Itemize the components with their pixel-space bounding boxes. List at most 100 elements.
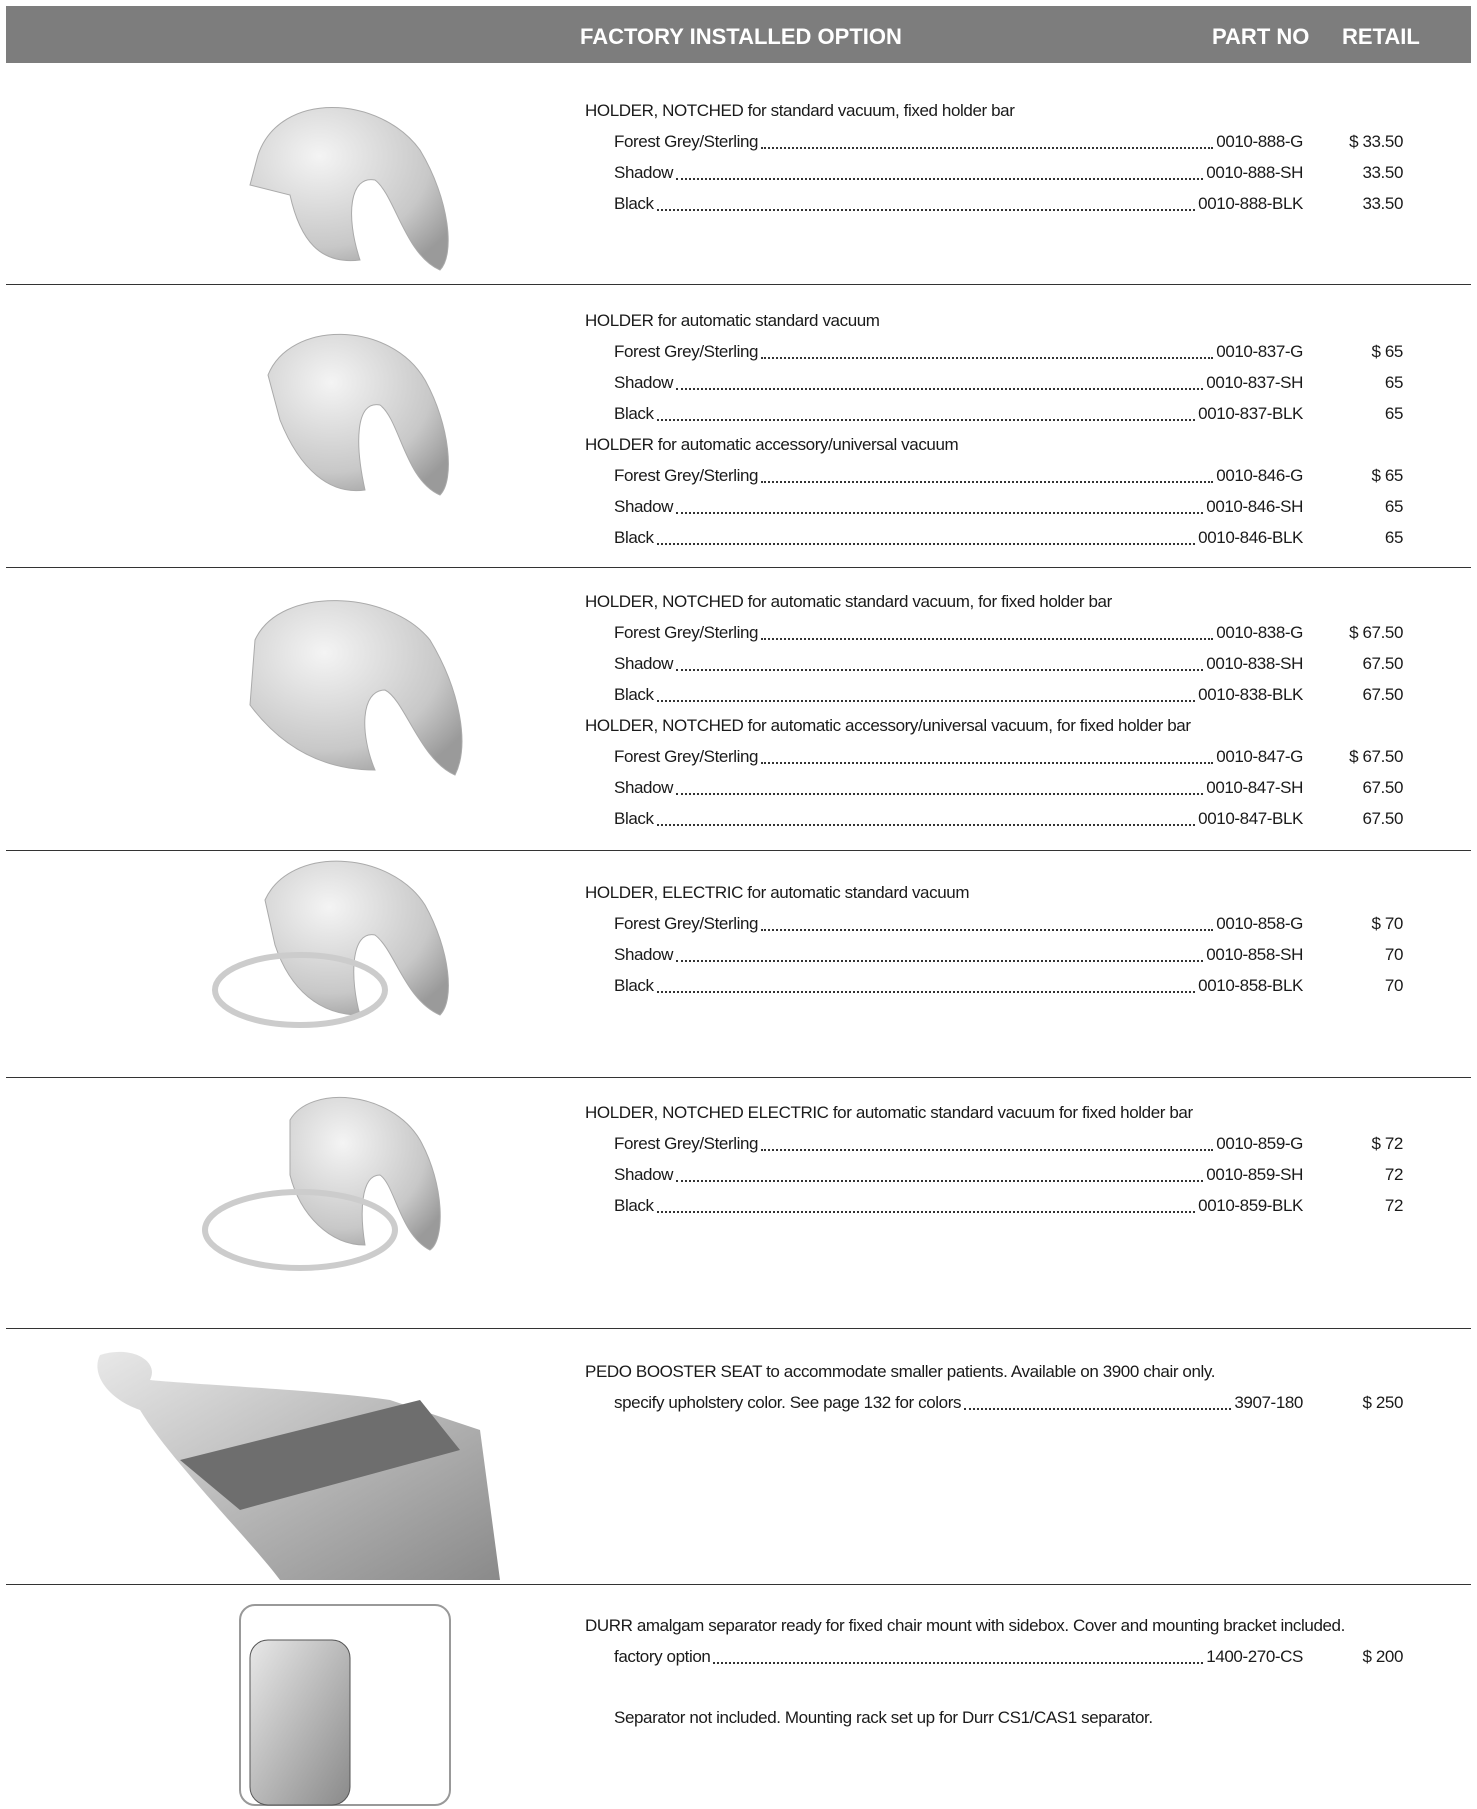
item-name: Forest Grey/Sterling	[614, 747, 759, 766]
group-heading-row: HOLDER, NOTCHED for automatic accessory/…	[585, 710, 1403, 741]
item-row: factory option 1400-270-CS $ 200	[585, 1641, 1403, 1672]
separator-image	[239, 1604, 451, 1806]
part-number: 0010-846-SH	[1206, 497, 1303, 516]
price: 67.50	[1362, 654, 1403, 673]
item-row: Forest Grey/Sterling 0010-847-G $ 67.50	[585, 741, 1403, 772]
dot-leader	[676, 959, 1204, 962]
item-row: Shadow 0010-859-SH 72	[585, 1159, 1403, 1190]
header-part-no: PART NO	[1212, 24, 1310, 49]
item-name: Black	[614, 404, 654, 423]
dot-leader	[761, 637, 1214, 640]
item-row: Black 0010-859-BLK 72	[585, 1190, 1403, 1221]
price: $ 70	[1371, 914, 1404, 933]
section: HOLDER, NOTCHED for standard vacuum, fix…	[585, 95, 1403, 219]
price: 67.50	[1362, 809, 1403, 828]
dot-leader	[656, 418, 1196, 421]
dot-leader	[964, 1407, 1232, 1410]
section: PEDO BOOSTER SEAT to accommodate smaller…	[585, 1356, 1403, 1418]
group-heading-row: HOLDER, ELECTRIC for automatic standard …	[585, 877, 1403, 908]
item-row: Forest Grey/Sterling 0010-888-G $ 33.50	[585, 126, 1403, 157]
item-name: Forest Grey/Sterling	[614, 466, 759, 485]
price: 65	[1384, 497, 1404, 516]
group-heading: DURR amalgam separator ready for fixed c…	[585, 1616, 1345, 1635]
dot-leader	[761, 356, 1214, 359]
item-name: Shadow	[614, 163, 674, 182]
part-number: 0010-846-BLK	[1198, 528, 1303, 547]
price: 70	[1384, 945, 1404, 964]
group-heading-row: HOLDER, NOTCHED for standard vacuum, fix…	[585, 95, 1403, 126]
item-row: Shadow 0010-838-SH 67.50	[585, 648, 1403, 679]
separator	[6, 850, 1471, 851]
dot-leader	[656, 208, 1196, 211]
dot-leader	[761, 480, 1214, 483]
price: 72	[1384, 1165, 1404, 1184]
item-row: Forest Grey/Sterling 0010-838-G $ 67.50	[585, 617, 1403, 648]
price: 67.50	[1362, 778, 1403, 797]
section: HOLDER for automatic standard vacuum Fore…	[585, 305, 1403, 553]
price: $ 250	[1362, 1393, 1403, 1412]
group-heading-row: HOLDER for automatic accessory/universal…	[585, 429, 1403, 460]
item-row: Black 0010-888-BLK 33.50	[585, 188, 1403, 219]
item-row: Black 0010-847-BLK 67.50	[585, 803, 1403, 834]
dot-leader	[676, 177, 1204, 180]
item-name: Black	[614, 194, 654, 213]
price: 33.50	[1362, 163, 1403, 182]
dot-leader	[656, 542, 1196, 545]
price: $ 65	[1371, 466, 1404, 485]
holder-image	[212, 860, 449, 1028]
holder-image	[202, 1096, 441, 1271]
item-name: Forest Grey/Sterling	[614, 132, 759, 151]
part-number: 0010-838-G	[1216, 623, 1303, 642]
part-number: 0010-888-BLK	[1198, 194, 1303, 213]
item-name: Black	[614, 976, 654, 995]
price: $ 65	[1371, 342, 1404, 361]
part-number: 0010-858-G	[1216, 914, 1303, 933]
item-row: specify upholstery color. See page 132 f…	[585, 1387, 1403, 1418]
item-row: Black 0010-846-BLK 65	[585, 522, 1403, 553]
group-heading: HOLDER for automatic accessory/universal…	[585, 435, 959, 454]
item-row: Forest Grey/Sterling 0010-858-G $ 70	[585, 908, 1403, 939]
item-row: Black 0010-838-BLK 67.50	[585, 679, 1403, 710]
item-row: Forest Grey/Sterling 0010-846-G $ 65	[585, 460, 1403, 491]
dot-leader	[676, 387, 1204, 390]
price: 65	[1384, 404, 1404, 423]
part-number: 0010-847-BLK	[1198, 809, 1303, 828]
dot-leader	[761, 146, 1214, 149]
dot-leader	[761, 1148, 1214, 1151]
item-name: Shadow	[614, 497, 674, 516]
item-row: Black 0010-858-BLK 70	[585, 970, 1403, 1001]
section: DURR amalgam separator ready for fixed c…	[585, 1610, 1403, 1733]
price: 33.50	[1362, 194, 1403, 213]
dot-leader	[713, 1661, 1204, 1664]
header-retail: RETAIL	[1342, 24, 1420, 49]
price: $ 33.50	[1349, 132, 1403, 151]
part-number: 0010-859-G	[1216, 1134, 1303, 1153]
note: Separator not included. Mounting rack se…	[614, 1708, 1153, 1727]
group-heading: HOLDER, NOTCHED ELECTRIC for automatic s…	[585, 1103, 1193, 1122]
price: 65	[1384, 373, 1404, 392]
item-name: specify upholstery color. See page 132 f…	[614, 1393, 962, 1412]
group-heading-row: HOLDER, NOTCHED ELECTRIC for automatic s…	[585, 1097, 1403, 1128]
item-name: Shadow	[614, 373, 674, 392]
item-name: factory option	[614, 1647, 711, 1666]
section: HOLDER, ELECTRIC for automatic standard …	[585, 877, 1403, 1001]
dot-leader	[676, 792, 1204, 795]
price: $ 200	[1362, 1647, 1403, 1666]
header-bar: FACTORY INSTALLED OPTION PART NO RETAIL	[6, 6, 1471, 63]
dot-leader	[676, 511, 1204, 514]
item-row: Shadow 0010-858-SH 70	[585, 939, 1403, 970]
item-name: Black	[614, 809, 654, 828]
item-name: Black	[614, 685, 654, 704]
item-name: Forest Grey/Sterling	[614, 342, 759, 361]
item-name: Shadow	[614, 654, 674, 673]
item-row: Black 0010-837-BLK 65	[585, 398, 1403, 429]
separator	[6, 284, 1471, 285]
separator	[6, 1584, 1471, 1585]
price: 70	[1384, 976, 1404, 995]
dot-leader	[676, 1179, 1204, 1182]
item-name: Black	[614, 528, 654, 547]
group-heading: HOLDER, NOTCHED for automatic accessory/…	[585, 716, 1191, 735]
dot-leader	[656, 1210, 1196, 1213]
part-number: 0010-847-G	[1216, 747, 1303, 766]
